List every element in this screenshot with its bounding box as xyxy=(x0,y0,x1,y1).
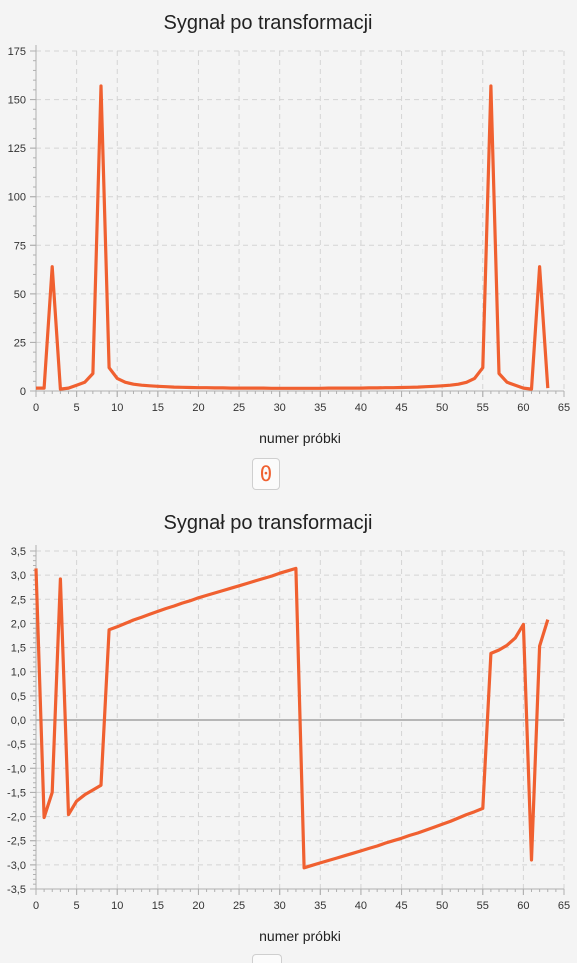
y-tick-label: -3,5 xyxy=(7,884,26,896)
x-tick-label: 5 xyxy=(74,402,80,414)
y-tick-label: 0 xyxy=(20,386,26,398)
series-line-0 xyxy=(36,84,550,391)
y-tick-label: -3,0 xyxy=(7,860,26,872)
x-tick-label: 30 xyxy=(274,900,286,912)
y-tick-label: -0,5 xyxy=(7,739,26,751)
x-tick-label: 35 xyxy=(314,402,326,414)
x-tick-label: 60 xyxy=(517,900,529,912)
x-tick-label: 20 xyxy=(192,402,204,414)
x-tick-label: 0 xyxy=(33,402,39,414)
y-tick-label: -1,0 xyxy=(7,763,26,775)
y-tick-label: -1,5 xyxy=(7,787,26,799)
x-tick-label: 40 xyxy=(355,900,367,912)
y-tick-label: 125 xyxy=(8,143,26,155)
x-tick-label: 45 xyxy=(395,402,407,414)
toggle-button[interactable]: 0 xyxy=(252,458,280,490)
chart-bottom-svg: Sygnał po transformacji 0 5 10 15 20 25 30 35 40 4… xyxy=(7,512,570,944)
x-tick-label: 60 xyxy=(517,402,529,414)
x-tick-label: 40 xyxy=(355,402,367,414)
chart-top: Sygnał po transformacji 0 5 10 15 20 25 30 35 40 4… xyxy=(0,0,577,455)
x-tick-label: 20 xyxy=(192,900,204,912)
y-tick-label: 1,5 xyxy=(11,643,26,655)
y-tick-label: 175 xyxy=(8,46,26,58)
x-tick-label: 50 xyxy=(436,900,448,912)
y-tick-label: 25 xyxy=(14,337,26,349)
x-axis-label: numer próbki xyxy=(259,430,341,446)
x-tick-label: 15 xyxy=(152,402,164,414)
chart-bottom: Sygnał po transformacji 0 5 10 15 20 25 30 35 40 4… xyxy=(0,500,577,955)
x-tick-label: 5 xyxy=(74,900,80,912)
x-tick-label: 25 xyxy=(233,402,245,414)
y-tick-label: 3,0 xyxy=(11,570,26,582)
y-tick-label: 0,5 xyxy=(11,691,26,703)
x-tick-label: 10 xyxy=(111,402,123,414)
x-tick-label: 0 xyxy=(33,900,39,912)
series-line-0 xyxy=(34,566,550,870)
x-axis-label: numer próbki xyxy=(259,928,341,944)
y-tick-label: -2,0 xyxy=(7,812,26,824)
x-tick-label: 25 xyxy=(233,900,245,912)
next-toggle-button[interactable] xyxy=(252,954,282,963)
x-tick-label: 10 xyxy=(111,900,123,912)
x-tick-label: 50 xyxy=(436,402,448,414)
x-tick-label: 35 xyxy=(314,900,326,912)
x-tick-label: 45 xyxy=(395,900,407,912)
chart-title: Sygnał po transformacji xyxy=(164,512,373,534)
y-tick-label: 75 xyxy=(14,240,26,252)
y-tick-label: 2,0 xyxy=(11,618,26,630)
x-tick-label: 15 xyxy=(152,900,164,912)
x-tick-label: 65 xyxy=(558,900,570,912)
x-tick-label: 55 xyxy=(477,900,489,912)
y-tick-label: 2,5 xyxy=(11,594,26,606)
y-tick-label: 3,5 xyxy=(11,546,26,558)
y-tick-label: 100 xyxy=(8,192,26,204)
y-tick-label: -2,5 xyxy=(7,836,26,848)
x-tick-label: 30 xyxy=(274,402,286,414)
y-tick-label: 0,0 xyxy=(11,715,26,727)
y-tick-label: 150 xyxy=(8,95,26,107)
x-tick-label: 55 xyxy=(477,402,489,414)
chart-top-svg: Sygnał po transformacji 0 5 10 15 20 25 30 35 40 4… xyxy=(8,12,570,446)
y-tick-label: 1,0 xyxy=(11,667,26,679)
y-tick-label: 50 xyxy=(14,289,26,301)
chart-title: Sygnał po transformacji xyxy=(164,12,373,34)
x-tick-label: 65 xyxy=(558,402,570,414)
